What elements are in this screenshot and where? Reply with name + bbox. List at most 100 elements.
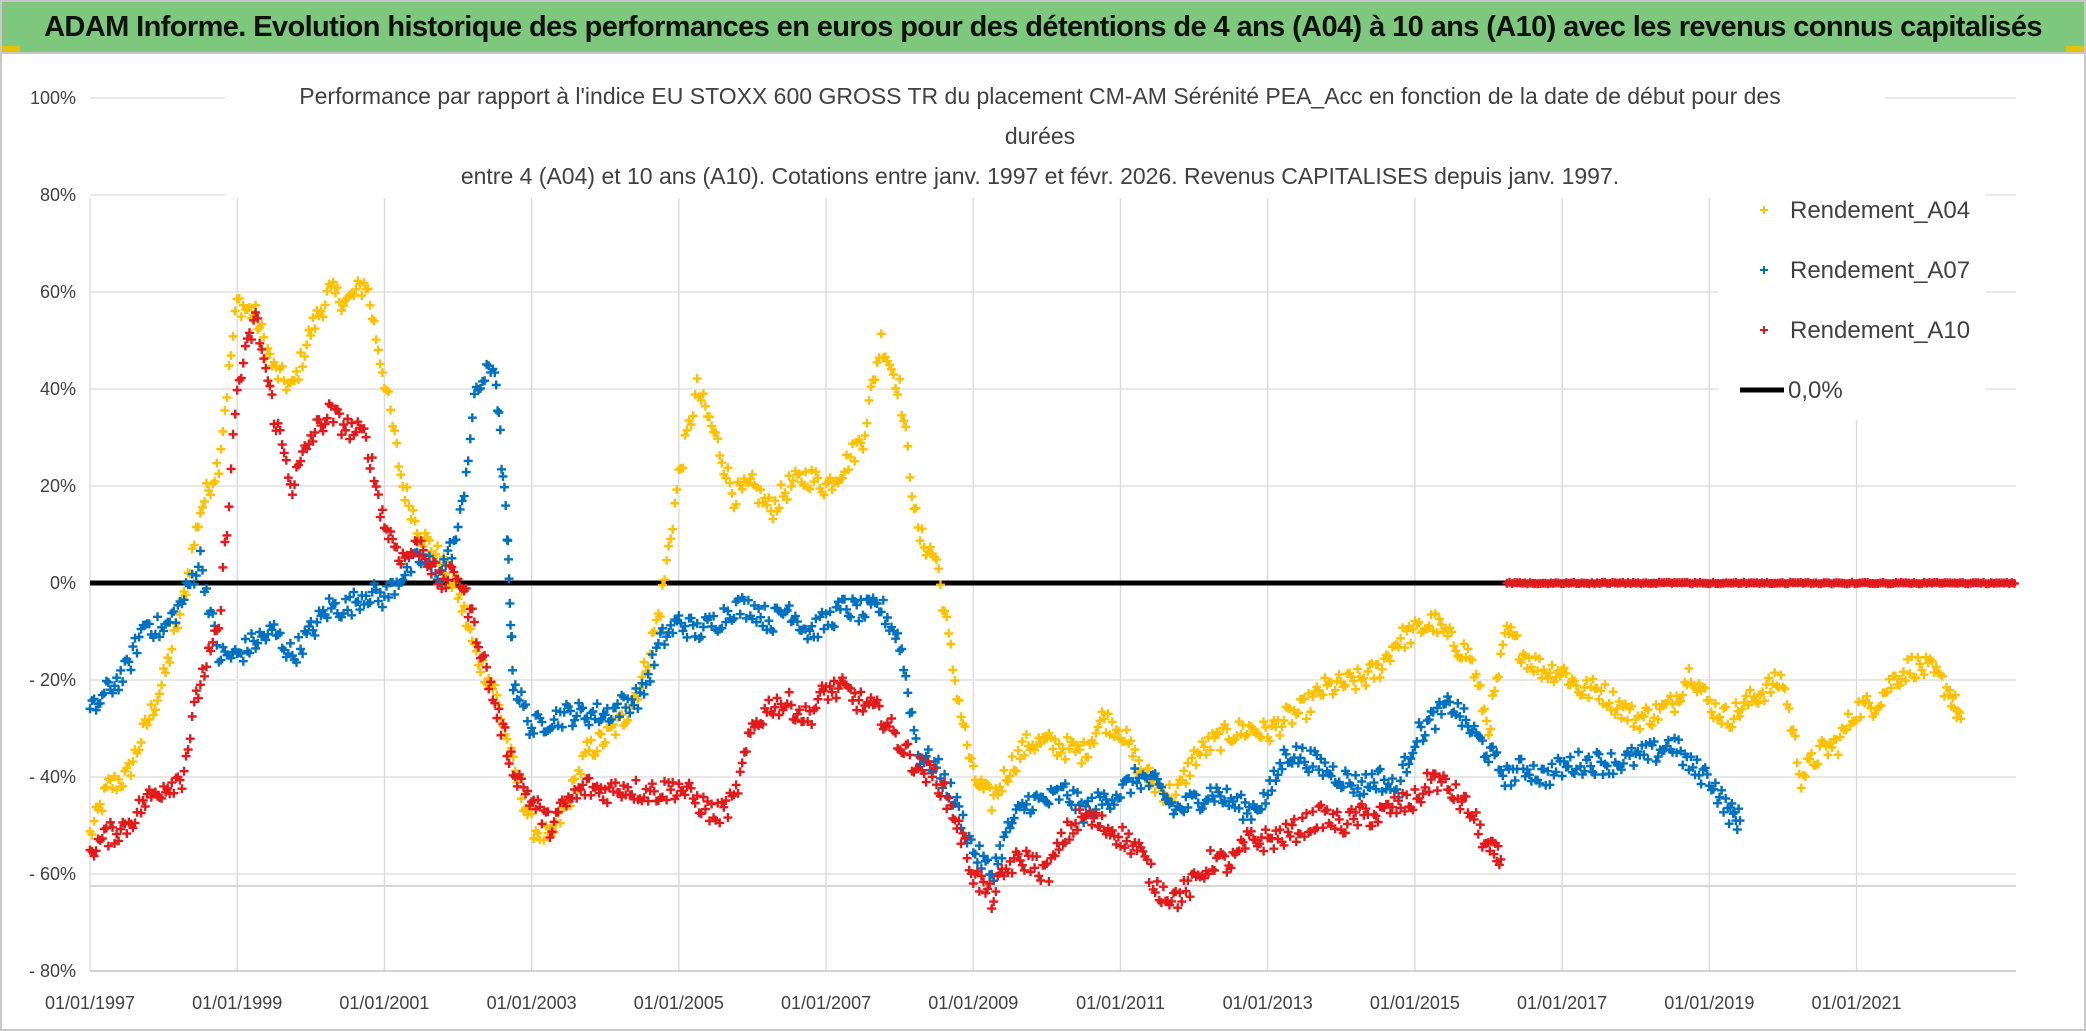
rendement-a07-point bbox=[1586, 761, 1596, 771]
rendement-a04-point bbox=[1600, 680, 1610, 689]
rendement-a10-point bbox=[314, 415, 324, 425]
rendement-a04-point bbox=[529, 834, 539, 843]
rendement-a10-point bbox=[220, 537, 230, 547]
rendement-a07-point bbox=[1353, 784, 1363, 794]
rendement-a04-point bbox=[337, 306, 346, 315]
rendement-a10-point bbox=[929, 763, 939, 773]
rendement-a04-point bbox=[672, 485, 682, 495]
rendement-a07-point bbox=[443, 546, 453, 556]
rendement-a04-point bbox=[611, 730, 620, 740]
rendement-a07-point bbox=[680, 621, 690, 631]
rendement-a10-point bbox=[1158, 882, 1168, 892]
rendement-a07-point bbox=[907, 707, 917, 717]
rendement-a04-point bbox=[351, 284, 361, 294]
rendement-a10-point bbox=[1361, 804, 1371, 814]
rendement-a10-point bbox=[979, 877, 988, 887]
rendement-a04-point bbox=[795, 469, 804, 479]
rendement-a04-point bbox=[175, 610, 185, 619]
rendement-a04-point bbox=[220, 405, 230, 415]
rendement-a10-point bbox=[261, 363, 271, 373]
rendement-a07-point bbox=[114, 685, 124, 695]
rendement-a07-point bbox=[1688, 762, 1698, 772]
rendement-a10-point bbox=[721, 796, 731, 805]
rendement-a04-point bbox=[198, 502, 207, 512]
rendement-a07-point bbox=[966, 835, 976, 845]
rendement-a10-point bbox=[177, 784, 187, 794]
rendement-a07-point bbox=[99, 688, 109, 698]
rendement-a04-point bbox=[682, 425, 692, 435]
rendement-a10-point bbox=[367, 453, 377, 463]
rendement-a04-point bbox=[1800, 771, 1810, 781]
rendement-a04-point bbox=[1635, 724, 1645, 734]
rendement-a10-point bbox=[987, 904, 997, 914]
rendement-a10-point bbox=[790, 715, 800, 725]
rendement-a10-point bbox=[263, 376, 273, 386]
rendement-a10-point bbox=[1342, 819, 1352, 829]
rendement-a10-point bbox=[226, 464, 236, 474]
rendement-a10-point bbox=[187, 712, 197, 721]
rendement-a10-point bbox=[936, 791, 945, 801]
rendement-a04-point bbox=[1340, 681, 1350, 690]
rendement-a04-point bbox=[1796, 783, 1806, 793]
rendement-a04-point bbox=[872, 358, 882, 367]
rendement-a10-point bbox=[1351, 807, 1361, 817]
rendement-a10-point bbox=[854, 695, 864, 705]
rendement-a07-point bbox=[729, 614, 739, 623]
rendement-a07-point bbox=[400, 570, 410, 580]
rendement-a04-point bbox=[210, 476, 220, 486]
rendement-a10-point bbox=[1146, 859, 1156, 869]
rendement-a07-point bbox=[1144, 781, 1154, 791]
rendement-a04-point bbox=[298, 362, 308, 372]
rendement-a07-point bbox=[872, 599, 882, 608]
rendement-a10-point bbox=[245, 328, 254, 338]
rendement-a04-point bbox=[465, 624, 475, 634]
rendement-a04-point bbox=[1214, 729, 1224, 739]
rendement-a04-point bbox=[1866, 703, 1876, 713]
rendement-a07-point bbox=[108, 688, 117, 698]
rendement-a04-point bbox=[1021, 730, 1031, 740]
rendement-a04-point bbox=[1612, 704, 1622, 714]
rendement-a07-point bbox=[559, 707, 569, 717]
rendement-a10-point bbox=[915, 752, 925, 762]
rendement-a04-point bbox=[680, 430, 690, 440]
rendement-a04-point bbox=[1447, 627, 1457, 637]
rendement-a07-point bbox=[1338, 782, 1348, 792]
rendement-a04-point bbox=[163, 653, 173, 663]
rendement-a07-point bbox=[216, 655, 226, 665]
rendement-a04-point bbox=[1555, 671, 1565, 681]
rendement-a07-point bbox=[1081, 801, 1091, 811]
rendement-a04-point bbox=[811, 467, 821, 477]
rendement-a07-point bbox=[882, 613, 892, 622]
rendement-a10-point bbox=[320, 419, 330, 429]
rendement-a07-point bbox=[958, 810, 968, 820]
rendement-a04-point bbox=[377, 368, 387, 378]
rendement-a04-point bbox=[1107, 717, 1117, 727]
rendement-a04-point bbox=[1013, 745, 1023, 755]
rendement-a07-point bbox=[1721, 794, 1731, 803]
rendement-a04-point bbox=[764, 493, 774, 503]
rendement-a04-point bbox=[1937, 671, 1947, 681]
rendement-a07-point bbox=[302, 629, 312, 638]
rendement-a07-point bbox=[179, 595, 189, 605]
rendement-a07-point bbox=[1732, 825, 1742, 835]
rendement-a07-point bbox=[226, 653, 236, 663]
rendement-a04-point bbox=[408, 505, 418, 515]
rendement-a10-point bbox=[823, 695, 833, 705]
rendement-a07-point bbox=[1692, 755, 1702, 765]
rendement-a07-point bbox=[792, 617, 802, 627]
rendement-a07-point bbox=[285, 638, 295, 648]
rendement-a10-point bbox=[469, 617, 479, 627]
rendement-a04-point bbox=[1402, 626, 1412, 636]
rendement-a10-point bbox=[1461, 792, 1471, 802]
rendement-a04-point bbox=[1582, 675, 1592, 685]
rendement-a04-point bbox=[887, 364, 896, 374]
rendement-a07-point bbox=[547, 722, 557, 732]
rendement-a10-point bbox=[858, 706, 868, 716]
rendement-a10-point bbox=[1373, 817, 1383, 827]
rendement-a07-point bbox=[1099, 789, 1109, 799]
rendement-a10-point bbox=[813, 694, 823, 704]
rendement-a04-point bbox=[320, 300, 330, 310]
rendement-a04-point bbox=[1077, 758, 1087, 768]
rendement-a04-point bbox=[1639, 712, 1649, 721]
rendement-a07-point bbox=[245, 648, 254, 658]
